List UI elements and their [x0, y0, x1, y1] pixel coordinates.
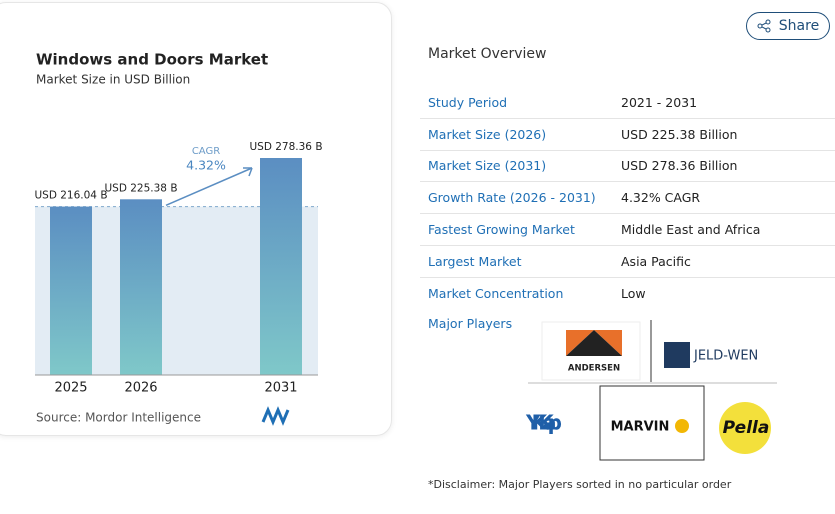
row-value: Low: [621, 285, 646, 301]
chart: Windows and Doors Market Market Size in …: [34, 51, 323, 426]
share-icon: [757, 19, 771, 33]
disclaimer: *Disclaimer: Major Players sorted in no …: [428, 478, 732, 491]
row-label: Market Size (2026): [428, 126, 547, 142]
player-logo-text: YKK ap: [525, 411, 562, 435]
row-label: Study Period: [428, 94, 508, 110]
source: Source: Mordor Intelligence: [36, 411, 201, 425]
bar: [120, 199, 162, 375]
row-label: Growth Rate (2026 - 2031): [428, 190, 596, 206]
bar: [260, 158, 302, 375]
value-label: USD 216.04 B: [34, 190, 107, 202]
row-label: Fastest Growing Market: [428, 222, 575, 238]
x-tick-label: 2025: [54, 381, 87, 396]
table-row: Market Size (2026) USD 225.38 Billion: [420, 119, 835, 151]
row-value: USD 225.38 Billion: [621, 126, 738, 142]
row-label: Market Concentration: [428, 285, 564, 301]
player-logo-text: MARVIN: [611, 420, 670, 435]
x-tick-label: 2026: [124, 381, 157, 396]
cagr-arrow: [165, 167, 253, 206]
annotation: CAGR: [192, 146, 220, 157]
players-title: Major Players: [428, 316, 513, 331]
source-logo: [261, 406, 290, 426]
table-row: Growth Rate (2026 - 2031) 4.32% CAGR: [420, 182, 835, 215]
chart-title: Windows and Doors Market: [36, 51, 268, 69]
player-logo-text: Pella: [723, 418, 770, 438]
player-logos: ANDERSEN JELD-WEN YKK ap MARVIN Pella: [525, 320, 777, 461]
row-value: 4.32% CAGR: [621, 190, 701, 206]
table-row: Largest Market Asia Pacific: [420, 246, 835, 278]
row-label: Largest Market: [428, 253, 522, 269]
value-label: USD 225.38 B: [104, 182, 177, 194]
row-value: USD 278.36 Billion: [621, 158, 738, 174]
table-row: Fastest Growing Market Middle East and Af…: [420, 214, 835, 246]
table-row: Market Size (2031) USD 278.36 Billion: [420, 151, 835, 183]
overview-table: Study Period 2021 - 2031 Market Size (2026…: [420, 87, 835, 309]
row-value: 2021 - 2031: [621, 94, 698, 110]
annotation: 4.32%: [186, 158, 226, 173]
row-value: Middle East and Africa: [621, 222, 761, 238]
table-row: Study Period 2021 - 2031: [420, 87, 835, 119]
player-logo-text: ANDERSEN: [568, 364, 620, 374]
chart-card: [0, 2, 392, 436]
chart-subtitle: Market Size in USD Billion: [36, 73, 190, 87]
bar: [50, 206, 92, 375]
cagr-arrowhead: [243, 167, 253, 177]
table-row: Market Concentration Low: [420, 278, 835, 309]
x-tick-label: 2031: [264, 381, 297, 396]
overview-title: Market Overview: [428, 46, 547, 62]
row-label: Market Size (2031): [428, 158, 547, 174]
value-label: USD 278.36 B: [249, 141, 322, 153]
share-button[interactable]: Share: [746, 12, 830, 40]
player-logo-text: JELD-WEN: [693, 349, 758, 364]
row-value: Asia Pacific: [621, 253, 691, 269]
share-label: Share: [778, 18, 820, 34]
